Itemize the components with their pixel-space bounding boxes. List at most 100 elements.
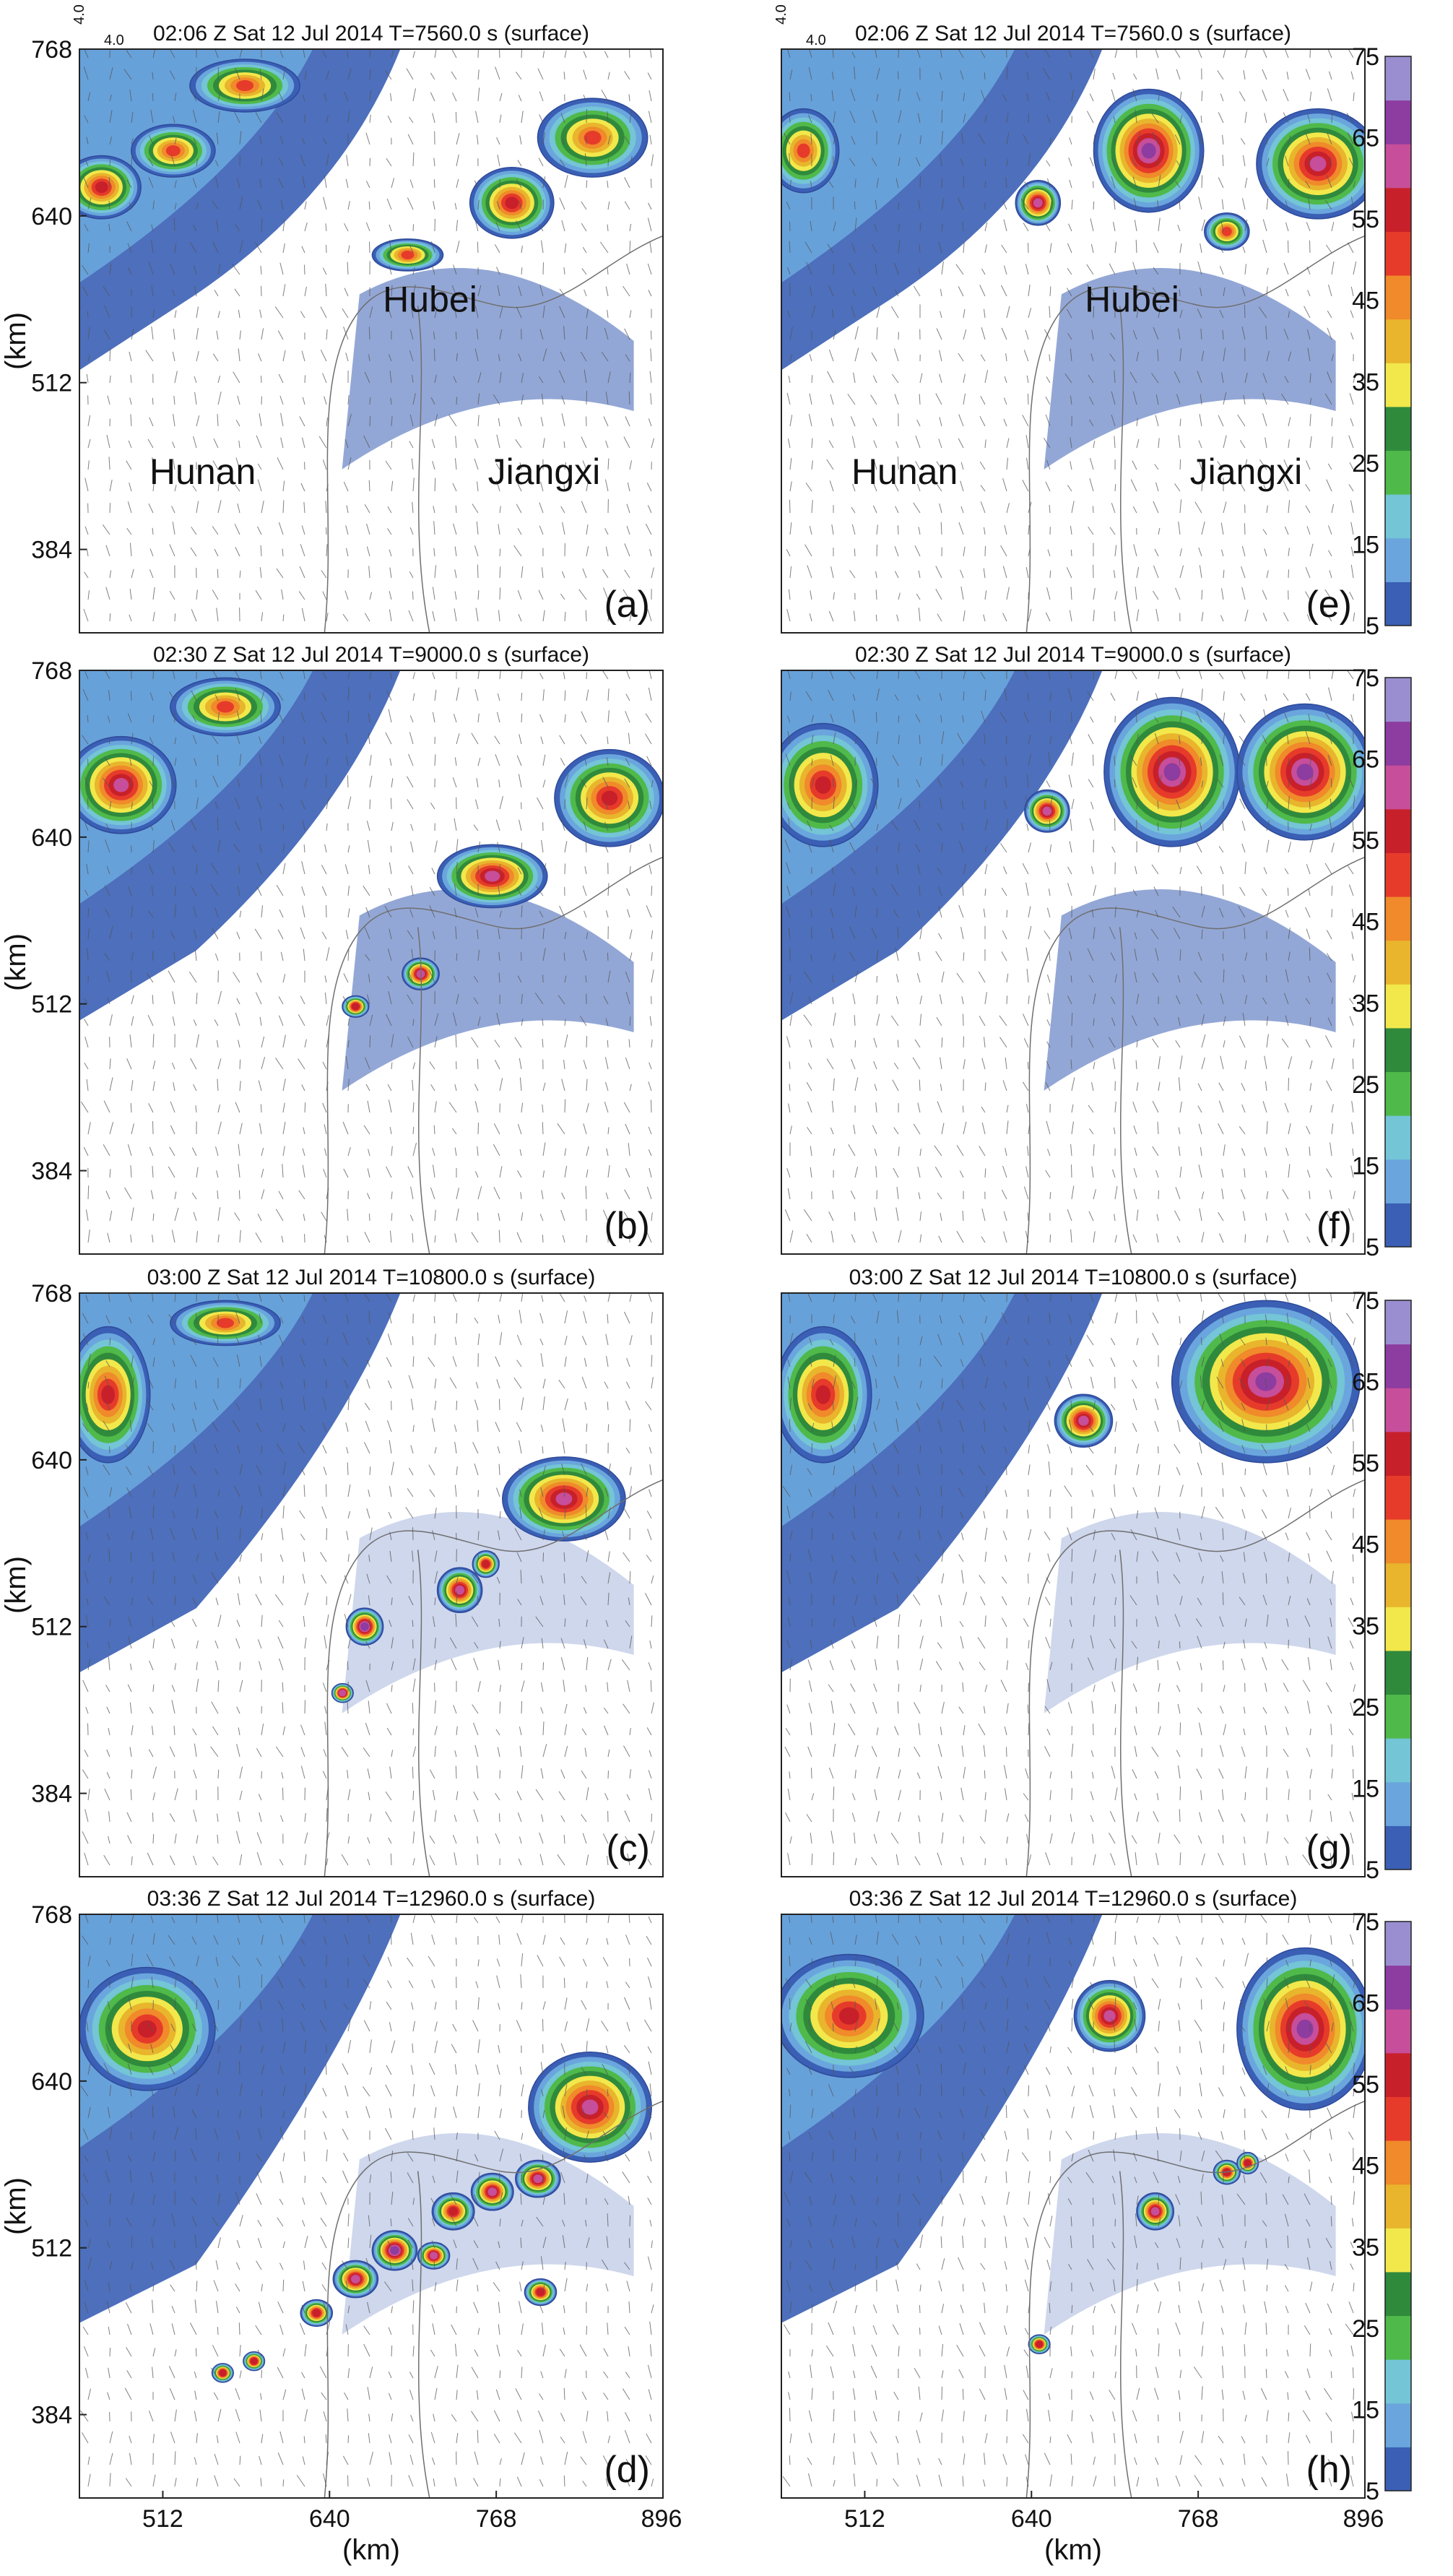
province-boundary [417,1550,430,1877]
contour-level [581,2099,599,2115]
colorbar-tick-label: 25 [1352,1694,1379,1721]
colorbar-tick-label: 45 [1352,1531,1379,1559]
panel-label: (b) [604,1205,650,1247]
panel-title: 03:36 Z Sat 12 Jul 2014 T=12960.0 s (sur… [147,1887,596,1911]
province-boundary [417,927,430,1254]
convective-cell [1236,1947,1365,2111]
convective-cell [554,748,663,847]
panel-e: 02:06 Z Sat 12 Jul 2014 T=7560.0 s (surf… [773,4,1366,634]
contour-level [216,1318,235,1328]
plot-frame [79,670,664,1255]
y-tick-label: 512 [31,2235,72,2262]
colorbar-segment [1385,450,1411,495]
y-tick-label: 768 [31,36,72,64]
province-boundary [1025,2100,1365,2498]
colorbar-tick-label: 15 [1352,1775,1379,1802]
convective-cell [436,844,548,909]
colorbar-segment [1385,537,1411,582]
convective-cell [528,2052,652,2163]
contour-level [250,2357,258,2365]
colorbar-tick-label: 35 [1352,1612,1379,1640]
weak-echo-band [342,889,634,1091]
wind-arrows [784,670,1356,1243]
province-boundary [417,2171,430,2498]
weak-echo-band [1044,268,1336,470]
weak-echo-band [342,268,634,470]
panel-c: 03:00 Z Sat 12 Jul 2014 T=10800.0 s (sur… [0,1266,664,1877]
colorbar-tick-label: 65 [1352,1369,1379,1396]
y-axis-label: (km) [0,312,32,370]
y-tick-label: 512 [31,991,72,1019]
convective-cell [1024,789,1070,833]
contour-level [350,2275,360,2283]
colorbar-segment [1385,319,1411,363]
contour-level [584,131,602,145]
colorbar-frame [1384,1300,1412,1870]
colorbar-segment [1385,1922,1411,1966]
contour-level [448,2207,459,2216]
convective-cell [1093,88,1205,213]
panel-b: 02:30 Z Sat 12 Jul 2014 T=9000.0 s (surf… [0,643,664,1255]
colorbar-segment [1385,1431,1411,1476]
colorbar-tick-label: 55 [1352,1450,1379,1477]
panel-title: 03:00 Z Sat 12 Jul 2014 T=10800.0 s (sur… [147,1266,596,1289]
colorbar-segment [1385,1781,1411,1826]
contour-level [1309,156,1327,172]
colorbar: 75 65 55 45 35 25 15 5 [1352,665,1412,1261]
contour-level [1036,2341,1044,2348]
contour-level [1221,227,1232,236]
contour-level [815,776,831,794]
contour-level [487,2187,498,2197]
wind-vectors [80,670,654,1243]
plot-frame [79,1914,664,2499]
convective-cell [1236,2151,1259,2175]
panel-label: (e) [1306,584,1352,626]
colorbar-segment [1385,1388,1411,1432]
panel-a: 02:06 Z Sat 12 Jul 2014 T=7560.0 s (surf… [0,4,664,634]
x-tick-label: 512 [844,2505,885,2533]
contour-level [312,2309,321,2317]
colorbar-tick-label: 45 [1352,288,1379,315]
contour-level [1141,142,1156,159]
province-boundary [1025,235,1365,633]
colorbar-segment [1385,1344,1411,1388]
panel-title: 02:30 Z Sat 12 Jul 2014 T=9000.0 s (surf… [855,643,1291,667]
weak-echo-band [342,1512,634,1713]
contour-level [838,2007,859,2025]
plot-frame [781,1914,1366,2499]
wind-arrows [80,670,654,1243]
colorbar-tick-label: 55 [1352,206,1379,233]
colorbar-segment [1385,494,1411,539]
weak-echo-band [1044,2133,1336,2335]
province-boundary [1119,2171,1132,2498]
vector-key-label: 4.0 [806,33,826,48]
contour-level [401,250,415,259]
convective-cell [79,155,142,220]
colorbar-segment [1385,56,1411,101]
colorbar-segment [1385,2271,1411,2317]
wind-vectors [782,1914,1357,2487]
convective-cell [79,735,177,834]
wind-arrows [79,1914,654,2487]
colorbar-segment [1385,1694,1411,1739]
panel-title: 02:06 Z Sat 12 Jul 2014 T=7560.0 s (surf… [855,22,1291,46]
y-tick-label: 640 [31,1447,72,1474]
contour-level [505,196,519,209]
province-boundary [1119,1550,1132,1877]
convective-cell [431,2192,475,2231]
contour-level [1244,2159,1252,2167]
contour-level [1150,2207,1160,2216]
colorbar-segment [1385,2096,1411,2141]
reflectivity-field [781,1293,1365,1877]
panel-title: 02:06 Z Sat 12 Jul 2014 T=7560.0 s (surf… [153,22,589,46]
x-axis-label: (km) [1044,2534,1102,2566]
colorbar-segment [1385,231,1411,276]
colorbar-tick-label: 5 [1366,2478,1379,2505]
convective-cell [781,108,840,194]
panel-label: (c) [606,1828,650,1870]
colorbar-tick-label: 35 [1352,368,1379,396]
colorbar-tick-label: 65 [1352,746,1379,774]
colorbar-tick-label: 55 [1352,2071,1379,2099]
convective-cell [332,2260,379,2299]
y-tick-label: 384 [31,1781,72,1808]
